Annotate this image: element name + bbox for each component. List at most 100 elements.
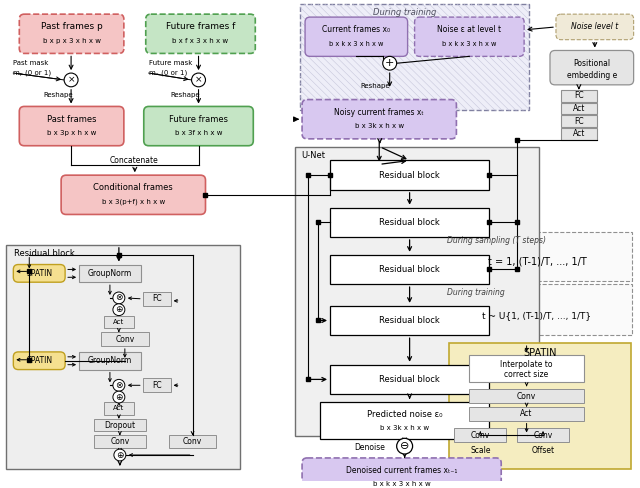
Text: b x 3f x h x w: b x 3f x h x w	[175, 130, 222, 136]
Bar	[101, 332, 148, 346]
Circle shape	[64, 73, 78, 87]
Text: b x 3p x h x w: b x 3p x h x w	[47, 130, 96, 136]
Text: ⊕: ⊕	[115, 305, 123, 314]
Text: Past mask: Past mask	[13, 60, 49, 66]
Text: ⊕: ⊕	[116, 450, 124, 460]
Bar	[454, 428, 506, 442]
Text: Concatenate: Concatenate	[109, 156, 158, 165]
FancyBboxPatch shape	[19, 14, 124, 53]
Bar	[469, 389, 584, 403]
Text: b x f x 3 x h x w: b x f x 3 x h x w	[172, 38, 228, 43]
Text: During training: During training	[373, 8, 436, 17]
Bar	[94, 435, 146, 448]
FancyBboxPatch shape	[302, 100, 456, 139]
Bar	[330, 365, 489, 394]
Text: U-Net: U-Net	[301, 151, 325, 160]
Text: FC: FC	[574, 91, 584, 100]
Text: t ~ U{1, (T-1)/T, ..., 1/T}: t ~ U{1, (T-1)/T, ..., 1/T}	[483, 311, 591, 320]
Text: During training: During training	[447, 288, 505, 298]
Text: b x 3k x h x w: b x 3k x h x w	[380, 426, 429, 431]
Text: Act: Act	[573, 104, 585, 113]
Text: mₚ (0 or 1): mₚ (0 or 1)	[13, 70, 51, 76]
Bar	[295, 147, 539, 436]
Text: Residual block: Residual block	[380, 375, 440, 384]
Bar	[469, 407, 584, 421]
Text: ⊗: ⊗	[115, 293, 123, 303]
Text: ⊖: ⊖	[400, 441, 410, 451]
Text: Conv: Conv	[470, 431, 490, 440]
Text: Future frames: Future frames	[169, 115, 228, 124]
Text: Scale: Scale	[470, 446, 490, 455]
Bar	[469, 355, 584, 382]
Circle shape	[397, 438, 413, 454]
Text: b x k x 3 x h x w: b x k x 3 x h x w	[329, 41, 383, 47]
Text: b x k x 3 x h x w: b x k x 3 x h x w	[442, 41, 497, 47]
Text: Past frames p: Past frames p	[41, 22, 102, 31]
Text: Interpolate to: Interpolate to	[500, 360, 553, 369]
Text: GroupNorm: GroupNorm	[88, 356, 132, 365]
Text: Positional: Positional	[573, 59, 611, 68]
Text: Act: Act	[573, 129, 585, 139]
Bar	[320, 402, 489, 439]
Text: Past frames: Past frames	[47, 115, 97, 124]
Text: Act: Act	[113, 406, 125, 411]
Text: ⊗: ⊗	[115, 381, 123, 390]
Text: embedding e: embedding e	[566, 71, 617, 80]
Text: ×: ×	[67, 76, 75, 84]
Text: Noise level t: Noise level t	[571, 22, 618, 31]
FancyBboxPatch shape	[550, 50, 634, 85]
Bar	[6, 245, 241, 469]
Bar	[330, 161, 489, 190]
Text: Reshape: Reshape	[171, 92, 200, 98]
Text: Offset: Offset	[531, 446, 555, 455]
Text: Predicted noise ε₀: Predicted noise ε₀	[367, 410, 442, 419]
Bar	[561, 90, 596, 102]
Bar	[143, 378, 171, 392]
Text: FC: FC	[574, 117, 584, 126]
Text: Residual block: Residual block	[380, 218, 440, 227]
Text: During sampling (T steps): During sampling (T steps)	[447, 237, 547, 245]
Circle shape	[191, 73, 205, 87]
Bar	[169, 435, 216, 448]
Text: b x k x 3 x h x w: b x k x 3 x h x w	[372, 482, 431, 488]
Text: Conv: Conv	[183, 437, 202, 446]
FancyBboxPatch shape	[415, 17, 524, 57]
Bar	[104, 402, 134, 415]
Text: Residual block: Residual block	[14, 249, 75, 258]
Text: ⊕: ⊕	[115, 392, 123, 402]
Circle shape	[113, 379, 125, 391]
Text: b x 3(p+f) x h x w: b x 3(p+f) x h x w	[102, 199, 165, 205]
Text: Reshape: Reshape	[360, 83, 390, 89]
Text: GroupNorm: GroupNorm	[88, 269, 132, 278]
FancyBboxPatch shape	[146, 14, 255, 53]
Bar	[561, 115, 596, 127]
FancyBboxPatch shape	[13, 264, 65, 282]
Text: Denoised current frames xₜ₋₁: Denoised current frames xₜ₋₁	[346, 466, 458, 475]
Text: correct size: correct size	[504, 370, 548, 379]
Bar	[561, 102, 596, 114]
Text: Residual block: Residual block	[380, 316, 440, 325]
Text: +: +	[385, 58, 394, 68]
Bar	[442, 232, 632, 281]
Bar	[442, 284, 632, 335]
Text: Residual block: Residual block	[380, 265, 440, 274]
Text: mₓ (0 or 1): mₓ (0 or 1)	[148, 70, 187, 76]
Text: t = 1, (T-1)/T, ..., 1/T: t = 1, (T-1)/T, ..., 1/T	[488, 257, 586, 266]
Text: Act: Act	[113, 319, 125, 325]
FancyBboxPatch shape	[302, 458, 501, 488]
Bar	[94, 419, 146, 431]
Text: FC: FC	[152, 294, 161, 304]
Text: Noise ε at level t: Noise ε at level t	[437, 25, 501, 34]
Text: Residual block: Residual block	[380, 171, 440, 180]
Circle shape	[113, 391, 125, 403]
Text: FC: FC	[152, 381, 161, 390]
Bar	[517, 428, 569, 442]
Text: Future frames f: Future frames f	[166, 22, 236, 31]
Text: Conv: Conv	[110, 437, 129, 446]
FancyBboxPatch shape	[61, 175, 205, 214]
Bar	[104, 316, 134, 328]
Text: ×: ×	[195, 76, 202, 84]
Circle shape	[114, 449, 126, 461]
Text: Conditional frames: Conditional frames	[93, 183, 173, 192]
Text: Future mask: Future mask	[148, 60, 192, 66]
